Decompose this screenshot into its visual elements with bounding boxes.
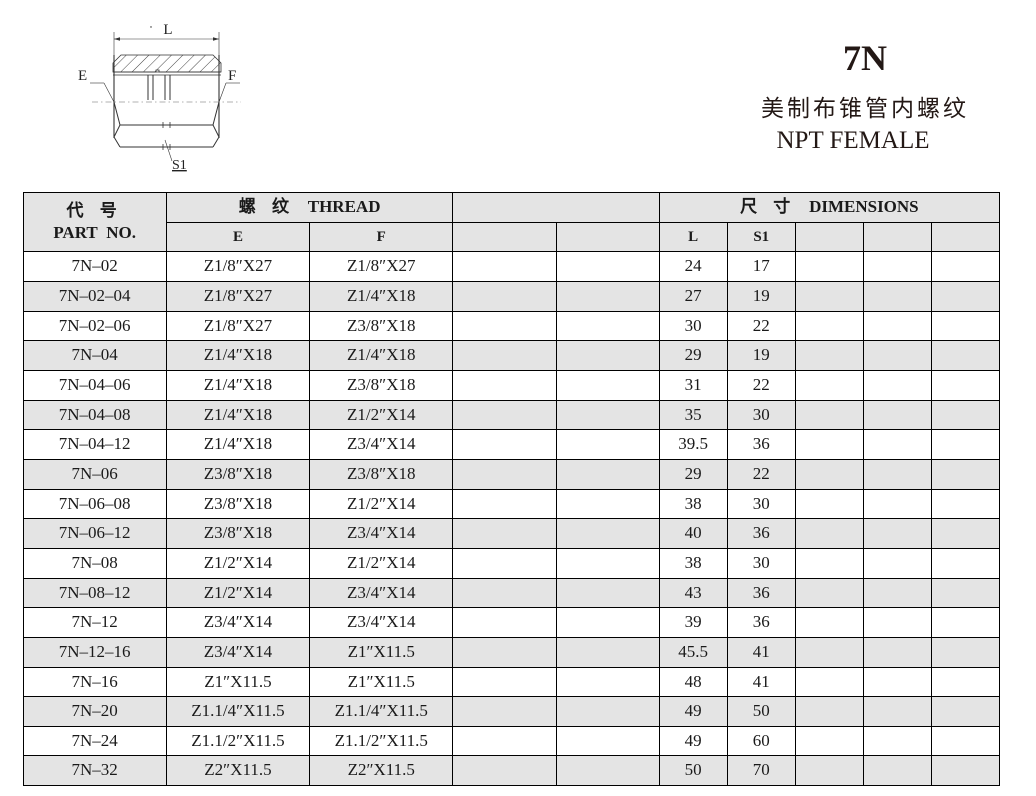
svg-text:F: F — [228, 68, 236, 84]
svg-text:E: E — [78, 68, 87, 84]
svg-text:S1: S1 — [172, 158, 187, 173]
svg-text:L: L — [163, 22, 172, 38]
